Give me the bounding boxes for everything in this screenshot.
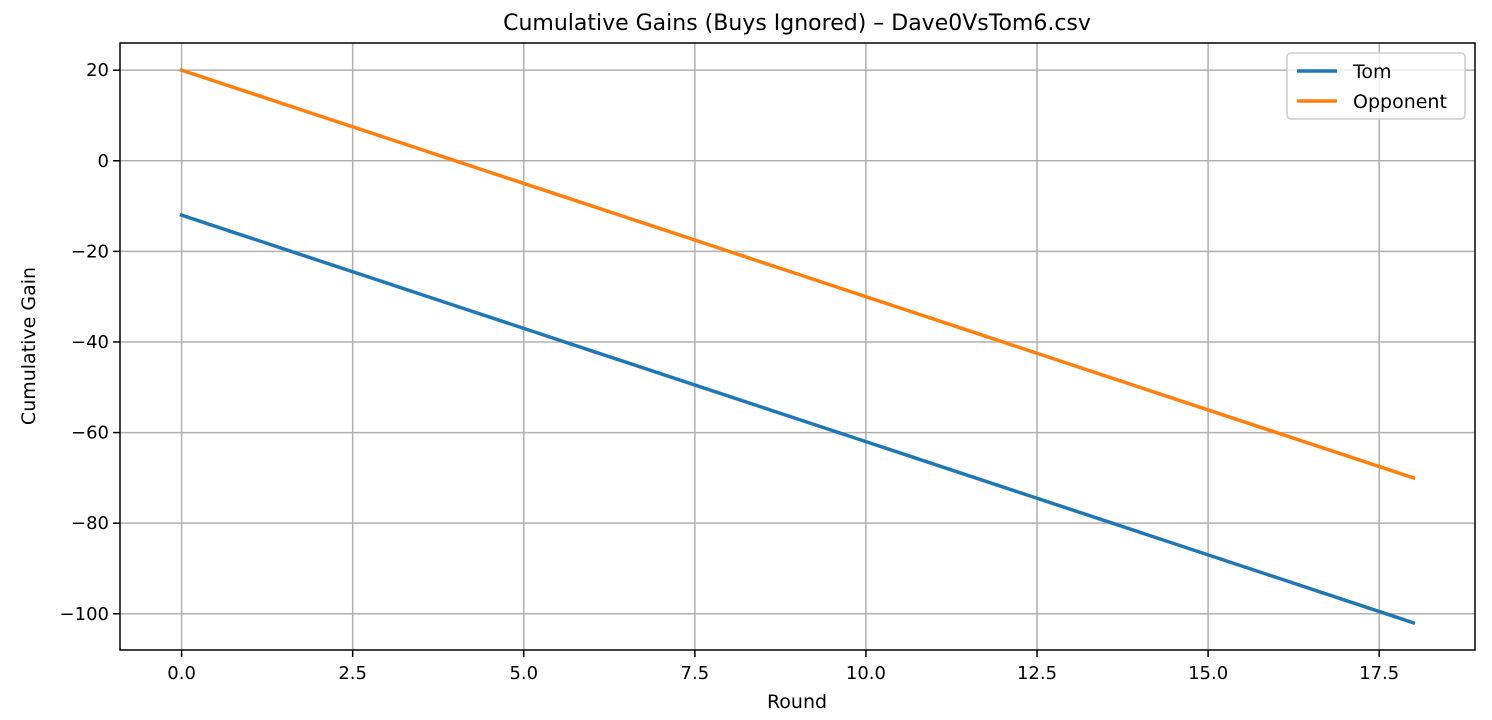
y-tick-label: −40 [71, 332, 109, 353]
x-tick-label: 15.0 [1188, 663, 1228, 684]
series-line-tom [179, 212, 1416, 626]
legend-label-tom: Tom [1352, 61, 1392, 83]
y-tick-label: −60 [71, 423, 109, 444]
x-tick-label: 2.5 [338, 663, 367, 684]
y-tick-label: −100 [60, 604, 109, 625]
y-axis-label: Cumulative Gain [18, 267, 40, 425]
y-tick-label: 20 [86, 60, 109, 81]
y-tick-label: −20 [71, 241, 109, 262]
x-axis-label: Round [767, 691, 827, 713]
chart-title: Cumulative Gains (Buys Ignored) – Dave0V… [503, 11, 1091, 36]
y-axis-ticks: 20 0 −20 −40 −60 −80 −100 [60, 60, 120, 625]
x-tick-label: 7.5 [681, 663, 710, 684]
x-tick-label: 17.5 [1359, 663, 1399, 684]
x-tick-label: 5.0 [509, 663, 538, 684]
x-tick-label: 0.0 [167, 663, 196, 684]
x-tick-label: 10.0 [846, 663, 886, 684]
x-axis-ticks: 0.0 2.5 5.0 7.5 10.0 12.5 15.0 17.5 [167, 650, 1399, 684]
series-layer [179, 67, 1416, 626]
y-tick-label: 0 [98, 151, 109, 172]
legend-label-opponent: Opponent [1353, 91, 1447, 113]
grid-layer [120, 43, 1475, 650]
x-tick-label: 12.5 [1017, 663, 1057, 684]
plot-frame [119, 42, 1476, 651]
series-line-opponent [179, 67, 1416, 481]
y-tick-label: −80 [71, 513, 109, 534]
legend: Tom Opponent [1286, 52, 1466, 120]
